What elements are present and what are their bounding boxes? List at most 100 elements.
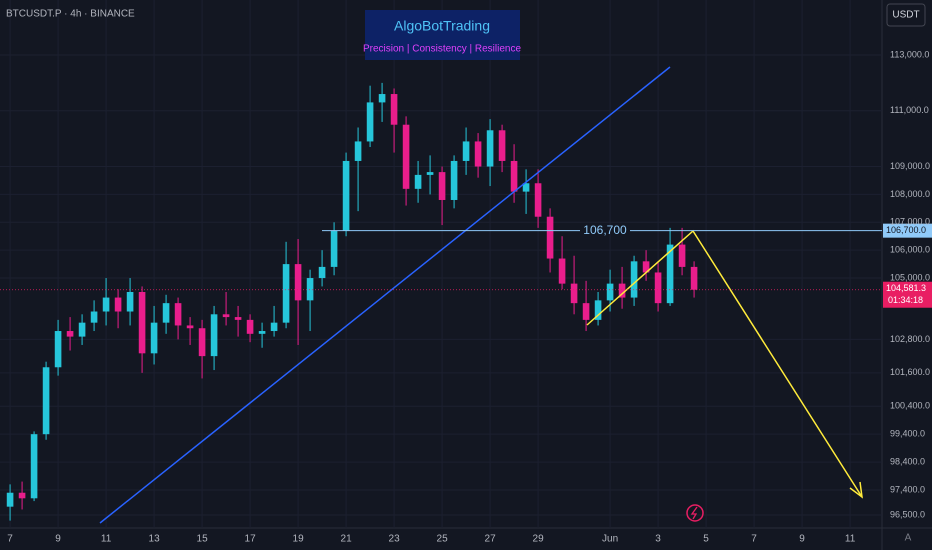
y-tick-label: 106,000.0 bbox=[890, 245, 930, 255]
candle-body bbox=[270, 322, 278, 332]
candle-body bbox=[690, 266, 698, 290]
auto-scale-button[interactable]: A bbox=[905, 533, 912, 544]
y-tick-label: 99,400.0 bbox=[890, 429, 925, 439]
candle-body bbox=[306, 278, 314, 301]
x-tick-label: 19 bbox=[293, 534, 305, 545]
candle-body bbox=[294, 264, 302, 301]
x-tick-label: 21 bbox=[341, 534, 353, 545]
currency-button[interactable] bbox=[886, 3, 926, 27]
candle-body bbox=[150, 322, 158, 354]
x-tick-label: 15 bbox=[197, 534, 209, 545]
x-tick-label: Jun bbox=[602, 534, 618, 545]
last-price-label: 104,581.3 bbox=[886, 283, 926, 293]
currency-label[interactable]: USDT bbox=[892, 10, 919, 21]
candle-body bbox=[678, 244, 686, 267]
y-tick-label: 97,400.0 bbox=[890, 484, 925, 494]
x-tick-label: 25 bbox=[437, 534, 449, 545]
level-axis-box bbox=[883, 223, 932, 238]
candle-body bbox=[342, 160, 350, 231]
candle-body bbox=[498, 130, 506, 161]
level-label: 106,700 bbox=[583, 223, 627, 237]
candle-body bbox=[594, 300, 602, 320]
event-icon[interactable] bbox=[686, 504, 704, 522]
y-tick-label: 102,800.0 bbox=[890, 334, 930, 344]
candle-body bbox=[522, 183, 530, 192]
candle-body bbox=[174, 303, 182, 326]
candle-body bbox=[66, 331, 74, 337]
brand-tagline: Precision | Consistency | Resilience bbox=[363, 44, 521, 55]
x-tick-label: 11 bbox=[101, 534, 112, 545]
candle-body bbox=[666, 244, 674, 304]
candle-body bbox=[162, 303, 170, 323]
candle-body bbox=[366, 102, 374, 142]
candle-body bbox=[6, 492, 14, 507]
candle-body bbox=[258, 331, 266, 334]
candle-body bbox=[462, 141, 470, 161]
event-bolt bbox=[690, 506, 698, 520]
brand-box bbox=[365, 10, 520, 60]
candle-body bbox=[30, 434, 38, 499]
overlay: 106,700 106,700.0 104,581.3 01:34:18 bbox=[0, 223, 932, 308]
candle-body bbox=[450, 160, 458, 200]
y-tick-label: 109,000.0 bbox=[890, 161, 930, 171]
candle-body bbox=[318, 266, 326, 279]
candle-body bbox=[570, 283, 578, 304]
candle-body bbox=[18, 492, 26, 499]
candle-body bbox=[330, 230, 338, 267]
y-tick-label: 98,400.0 bbox=[890, 456, 925, 466]
candle-body bbox=[102, 297, 110, 312]
y-tick-label: 113,000.0 bbox=[890, 49, 929, 59]
candle-body bbox=[510, 160, 518, 192]
y-tick-label: 111,000.0 bbox=[890, 105, 929, 115]
candle-body bbox=[630, 261, 638, 298]
candle-body bbox=[390, 94, 398, 125]
candle-body bbox=[546, 216, 554, 259]
candle-body bbox=[90, 311, 98, 323]
x-tick-label: 7 bbox=[7, 534, 13, 545]
countdown-label: 01:34:18 bbox=[888, 295, 923, 305]
y-tick-label: 105,000.0 bbox=[890, 272, 930, 282]
y-tick-label: 96,500.0 bbox=[890, 509, 925, 519]
candle-body bbox=[186, 325, 194, 329]
candle-body bbox=[426, 172, 434, 175]
candle-body bbox=[402, 124, 410, 189]
candle-body bbox=[618, 283, 626, 298]
candle-body bbox=[378, 94, 386, 103]
candle-body bbox=[114, 297, 122, 312]
candle-body bbox=[138, 291, 146, 354]
candle-body bbox=[42, 367, 50, 435]
candle-body bbox=[246, 319, 254, 334]
x-tick-label: 23 bbox=[389, 534, 401, 545]
x-tick-label: 3 bbox=[655, 534, 661, 545]
last-price-box bbox=[883, 281, 932, 308]
candle-body bbox=[654, 272, 662, 304]
y-tick-label: 101,600.0 bbox=[890, 367, 930, 377]
x-tick-label: 9 bbox=[55, 534, 61, 545]
candle-body bbox=[414, 174, 422, 189]
candle-body bbox=[126, 291, 134, 312]
level-axis-label: 106,700.0 bbox=[886, 225, 926, 235]
x-tick-label: 13 bbox=[149, 534, 161, 545]
candles bbox=[6, 82, 698, 521]
brand-name: AlgoBotTrading bbox=[394, 18, 490, 34]
candle-body bbox=[234, 317, 242, 320]
candle-body bbox=[582, 303, 590, 320]
x-tick-label: 27 bbox=[485, 534, 497, 545]
candle-body bbox=[534, 183, 542, 217]
grid bbox=[0, 0, 882, 528]
y-tick-label: 100,400.0 bbox=[890, 401, 930, 411]
trend-line bbox=[99, 66, 671, 524]
x-tick-label: 7 bbox=[751, 534, 757, 545]
x-tick-label: 5 bbox=[703, 534, 709, 545]
candle-body bbox=[222, 314, 230, 318]
y-tick-label: 107,000.0 bbox=[890, 217, 930, 227]
candle-body bbox=[54, 331, 62, 368]
symbol-title: BTCUSDT.P · 4h · BINANCE bbox=[6, 9, 135, 20]
candle-body bbox=[558, 258, 566, 284]
candle-body bbox=[198, 328, 206, 357]
candle-body bbox=[210, 314, 218, 357]
candle-body bbox=[438, 172, 446, 200]
candle-body bbox=[486, 130, 494, 167]
